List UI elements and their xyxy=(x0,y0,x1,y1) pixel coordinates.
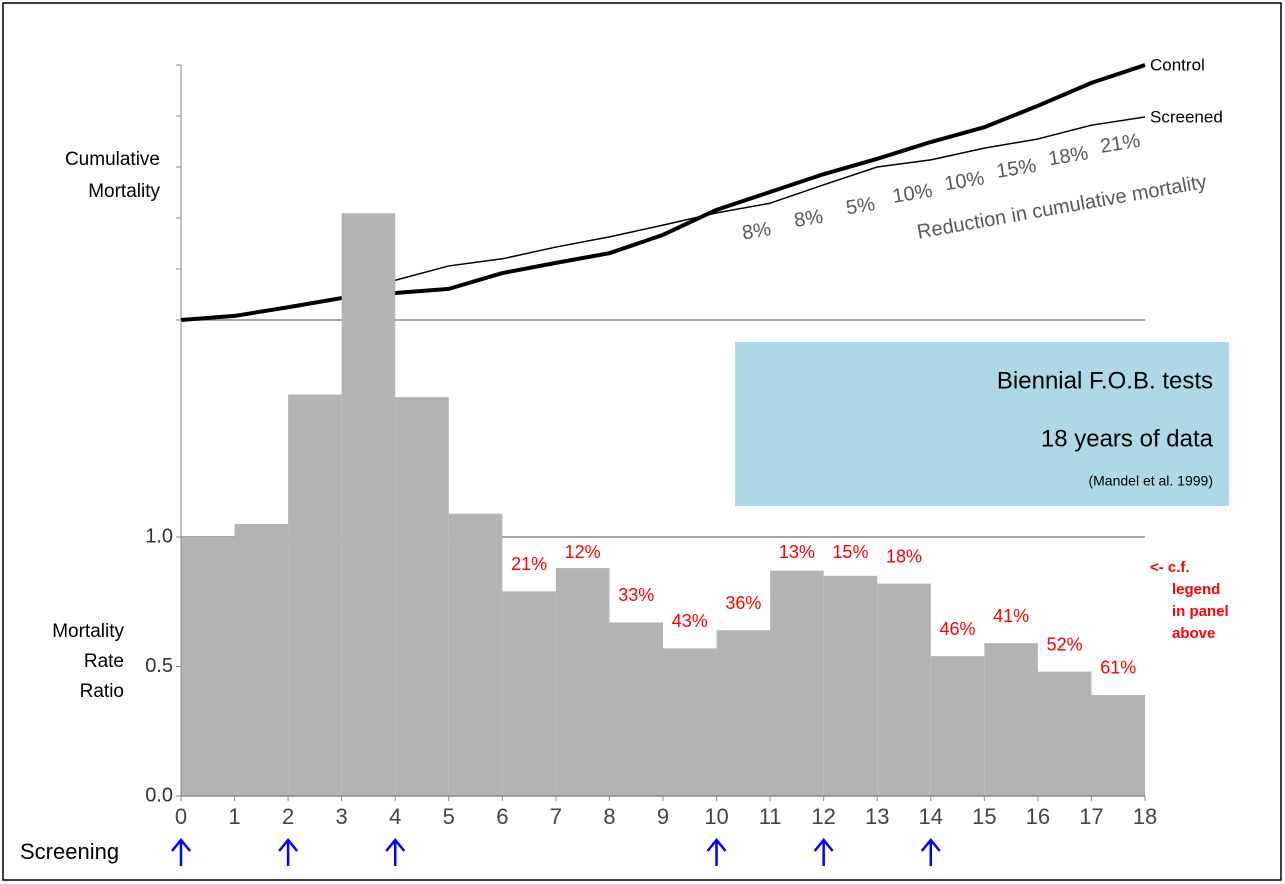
bar xyxy=(984,643,1038,796)
reduction-label: 61% xyxy=(1100,658,1136,678)
screening-arrow xyxy=(813,838,834,866)
x-tick-label: 9 xyxy=(657,804,669,829)
reduction-label: 46% xyxy=(940,619,976,639)
bar xyxy=(663,648,717,796)
bar xyxy=(609,622,663,796)
y-axis-label: Mortality xyxy=(88,181,160,202)
bar xyxy=(341,213,396,796)
reduction-label: 33% xyxy=(618,585,654,605)
bar xyxy=(1091,694,1145,796)
screening-arrow xyxy=(920,838,941,866)
screening-arrow xyxy=(385,838,406,866)
info-citation: (Mandel et al. 1999) xyxy=(1088,473,1213,489)
info-title: Biennial F.O.B. tests xyxy=(997,367,1213,394)
x-tick-label: 11 xyxy=(759,804,782,829)
screening-label: Screening xyxy=(20,839,119,864)
series-label: Control xyxy=(1150,55,1205,74)
reduction-label: 52% xyxy=(1047,634,1083,654)
y-axis-label: Rate xyxy=(84,651,124,672)
bar xyxy=(395,397,449,796)
note: <- c.f. xyxy=(1150,559,1190,576)
y-tick-label: 0.5 xyxy=(145,655,173,677)
y-tick-label: 1.0 xyxy=(145,525,173,547)
reduction-label: 43% xyxy=(672,611,708,631)
note: in panel xyxy=(1172,603,1229,620)
reduction-label: 8% xyxy=(741,218,773,244)
bar xyxy=(181,537,235,796)
y-axis-label: Mortality xyxy=(52,621,124,642)
note: legend xyxy=(1172,581,1220,598)
bar xyxy=(716,630,771,796)
y-tick-label: 0.0 xyxy=(145,784,173,806)
x-tick-label: 17 xyxy=(1079,804,1103,829)
reduction-label: 12% xyxy=(565,542,601,562)
x-tick-label: 14 xyxy=(919,804,943,829)
x-tick-label: 18 xyxy=(1133,804,1157,829)
x-tick-label: 4 xyxy=(389,804,401,829)
reduction-label: 5% xyxy=(845,193,877,219)
reduction-label: 13% xyxy=(779,542,815,562)
screening-arrow xyxy=(706,838,727,866)
info-subtitle: 18 years of data xyxy=(1041,425,1214,452)
screening-arrow xyxy=(171,838,191,866)
bar xyxy=(930,656,985,796)
x-tick-label: 0 xyxy=(175,804,187,829)
x-tick-label: 10 xyxy=(704,804,728,829)
bar xyxy=(1037,671,1092,796)
x-tick-label: 12 xyxy=(811,804,835,829)
bar xyxy=(770,570,824,796)
reduction-label: 15% xyxy=(832,542,868,562)
y-axis-label: Cumulative xyxy=(65,149,160,170)
x-tick-label: 8 xyxy=(603,804,615,829)
bar xyxy=(823,575,878,796)
x-tick-label: 3 xyxy=(336,804,348,829)
reduction-label: 41% xyxy=(993,606,1029,626)
x-tick-label: 5 xyxy=(443,804,455,829)
info-box xyxy=(735,342,1229,506)
series-label: Screened xyxy=(1150,108,1223,127)
y-axis-label: Ratio xyxy=(80,681,124,702)
x-tick-label: 16 xyxy=(1026,804,1050,829)
bar xyxy=(448,513,503,796)
bar xyxy=(877,583,931,796)
screening-arrow xyxy=(278,838,299,866)
x-tick-label: 6 xyxy=(496,804,508,829)
x-tick-label: 13 xyxy=(865,804,889,829)
x-tick-label: 15 xyxy=(972,804,996,829)
bar xyxy=(502,591,556,796)
x-tick-label: 1 xyxy=(228,804,240,829)
note: above xyxy=(1172,625,1215,642)
x-tick-label: 7 xyxy=(550,804,562,829)
bar xyxy=(288,394,342,796)
reduction-label: 21% xyxy=(511,554,547,574)
x-tick-label: 2 xyxy=(282,804,294,829)
bar xyxy=(234,524,289,796)
reduction-label: 18% xyxy=(886,546,922,566)
reduction-label: 36% xyxy=(725,593,761,613)
reduction-label: 8% xyxy=(793,206,825,232)
bar xyxy=(555,568,610,796)
